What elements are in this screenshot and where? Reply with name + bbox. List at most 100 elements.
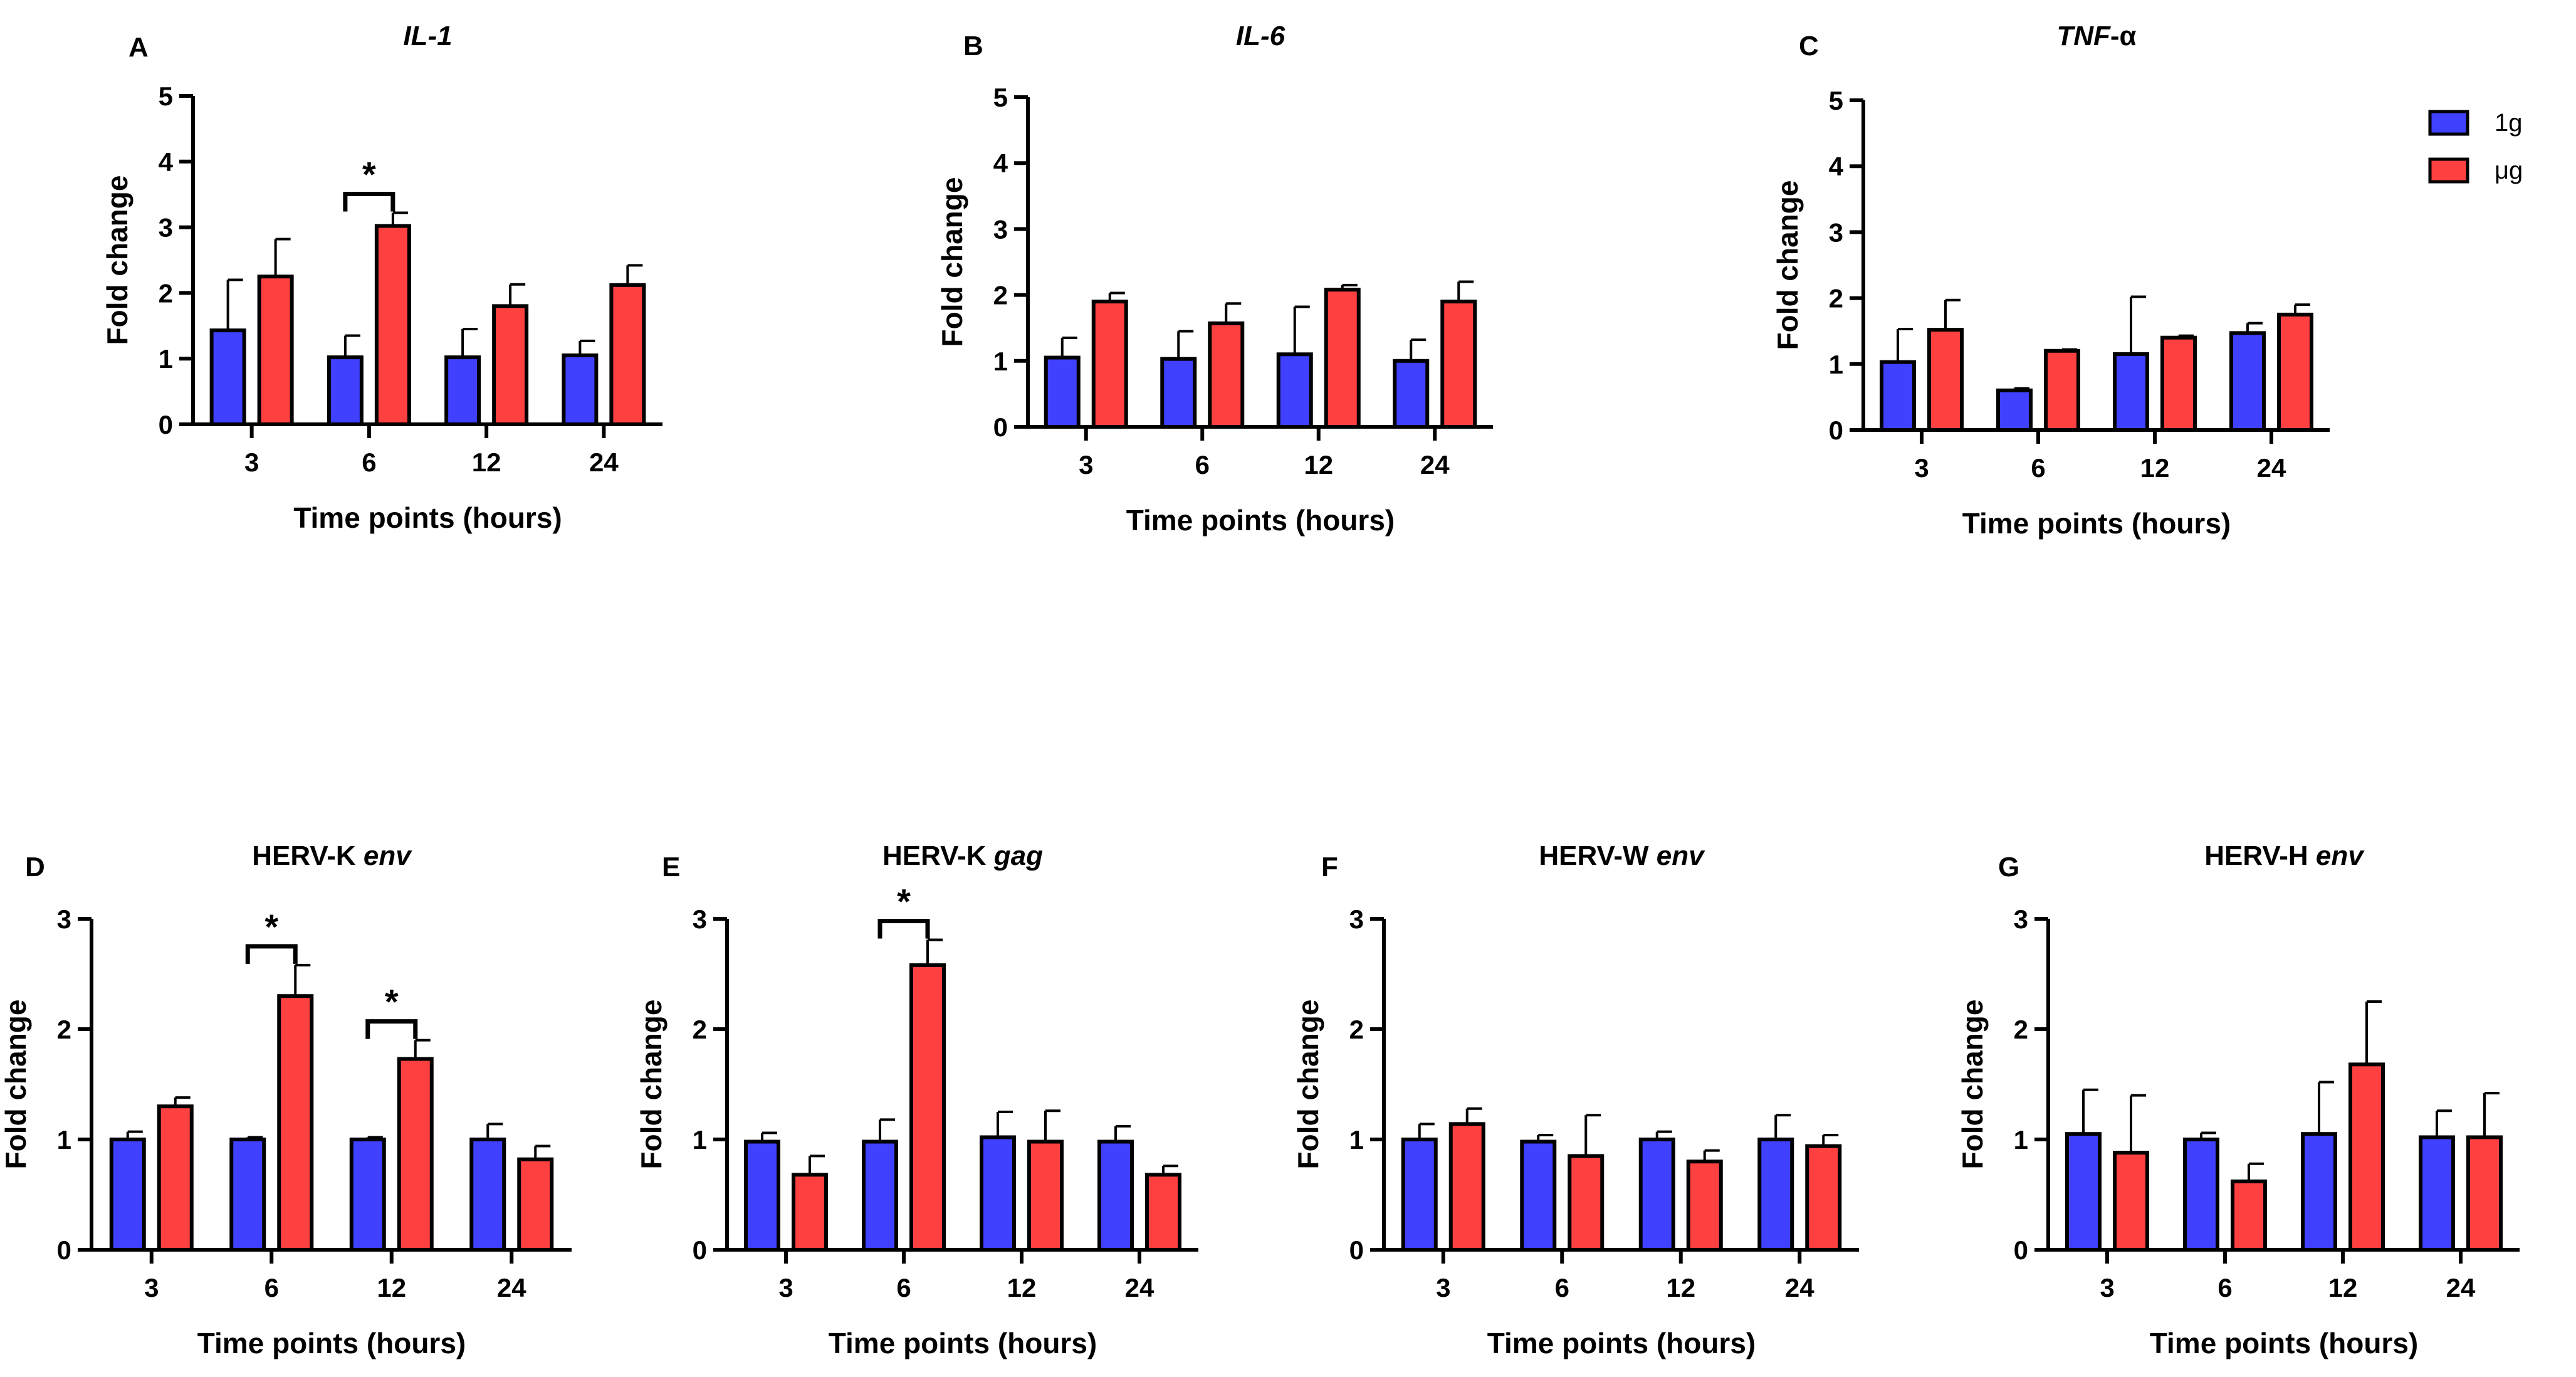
x-tick-label: 6 — [362, 448, 376, 477]
bar-1g-12 — [1638, 1138, 1675, 1252]
panel-letter: E — [662, 852, 680, 882]
bar-1g-24 — [2419, 1135, 2455, 1252]
chart-title: IL-6 — [1236, 21, 1285, 51]
x-tick-label: 24 — [497, 1273, 526, 1302]
bar-1g-12 — [1276, 352, 1313, 429]
x-axis-label: Time points (hours) — [197, 1327, 466, 1359]
y-tick-label: 1 — [1829, 350, 1843, 379]
bar-ug-24 — [2277, 312, 2313, 432]
legend-label-ug: μg — [2495, 157, 2523, 184]
y-tick-label: 2 — [57, 1015, 71, 1044]
bar-ug-12 — [2348, 1062, 2385, 1252]
bar-ug-6 — [1568, 1154, 1605, 1252]
x-tick-label: 12 — [1007, 1273, 1037, 1302]
y-tick-label: 3 — [993, 214, 1008, 244]
x-axis-label: Time points (hours) — [1487, 1327, 1756, 1359]
panel-letter: G — [1998, 852, 2019, 882]
x-tick-label: 3 — [244, 448, 259, 477]
y-axis-label: Fold change — [1771, 181, 1804, 350]
bar-1g-3 — [1880, 360, 1916, 432]
significance-star: * — [385, 982, 399, 1022]
bar-1g-12 — [349, 1138, 386, 1252]
bar-1g-24 — [1757, 1138, 1794, 1252]
y-axis-label: Fold change — [0, 1000, 32, 1170]
y-tick-label: 0 — [57, 1235, 71, 1265]
x-axis-label: Time points (hours) — [829, 1327, 1097, 1359]
x-tick-label: 6 — [1555, 1273, 1569, 1302]
bar-ug-12 — [397, 1057, 434, 1252]
legend-label-1g: 1g — [2495, 109, 2523, 137]
bar-1g-3 — [1044, 355, 1081, 429]
y-tick-label: 3 — [159, 213, 173, 243]
y-tick-label: 3 — [693, 904, 707, 934]
y-tick-label: 0 — [693, 1235, 707, 1265]
significance-star: * — [897, 881, 911, 921]
y-tick-label: 1 — [693, 1125, 707, 1154]
bar-ug-24 — [1440, 300, 1477, 429]
y-axis-label: Fold change — [635, 1000, 668, 1170]
y-tick-label: 1 — [159, 344, 173, 374]
panel-letter: B — [963, 31, 983, 61]
y-tick-label: 0 — [1829, 416, 1843, 445]
bar-ug-6 — [1208, 321, 1245, 429]
bar-1g-12 — [2113, 352, 2149, 432]
bar-1g-3 — [1401, 1138, 1438, 1252]
x-tick-label: 24 — [2446, 1273, 2476, 1302]
y-tick-label: 0 — [1349, 1235, 1364, 1265]
bar-1g-24 — [562, 353, 599, 427]
bar-ug-3 — [157, 1104, 194, 1252]
y-tick-label: 5 — [159, 81, 173, 111]
y-tick-label: 3 — [1829, 217, 1843, 247]
bar-1g-6 — [229, 1138, 266, 1252]
y-tick-label: 0 — [159, 410, 173, 439]
panel-letter: F — [1321, 852, 1338, 882]
y-tick-label: 2 — [1349, 1015, 1364, 1044]
bar-1g-24 — [1393, 359, 1430, 429]
x-tick-label: 12 — [1666, 1273, 1695, 1302]
bar-1g-24 — [1097, 1139, 1134, 1252]
y-tick-label: 5 — [993, 83, 1008, 112]
legend: 1g μg — [2428, 109, 2523, 184]
panel-letter: C — [1799, 31, 1819, 61]
bar-ug-24 — [1805, 1144, 1842, 1252]
bar-ug-24 — [609, 283, 646, 426]
significance-bracket — [365, 1019, 418, 1039]
bar-1g-6 — [1996, 388, 2033, 432]
x-tick-label: 3 — [144, 1273, 159, 1302]
x-axis-label: Time points (hours) — [1962, 507, 2231, 540]
legend-swatch-1g — [2428, 110, 2469, 136]
y-tick-label: 2 — [1829, 284, 1843, 313]
y-tick-label: 4 — [159, 147, 174, 177]
y-tick-label: 2 — [159, 278, 173, 308]
significance-bracket — [245, 944, 298, 964]
y-tick-label: 1 — [1349, 1125, 1364, 1154]
y-tick-label: 2 — [993, 281, 1008, 310]
bar-1g-6 — [1160, 357, 1197, 429]
chart-title: HERV-K env — [252, 840, 412, 871]
y-tick-label: 0 — [993, 412, 1008, 442]
y-tick-label: 4 — [993, 149, 1008, 178]
panel-letter: A — [128, 32, 149, 63]
x-tick-label: 3 — [1436, 1273, 1450, 1302]
x-axis-label: Time points (hours) — [2150, 1327, 2419, 1359]
y-axis-label: Fold change — [936, 177, 968, 347]
y-tick-label: 1 — [57, 1125, 71, 1154]
y-axis-label: Fold change — [1956, 1000, 1989, 1170]
bar-ug-24 — [2466, 1135, 2503, 1252]
x-tick-label: 24 — [589, 448, 619, 477]
bar-1g-3 — [744, 1139, 780, 1252]
x-tick-label: 12 — [2140, 453, 2170, 483]
y-tick-label: 3 — [57, 904, 71, 934]
x-axis-label: Time points (hours) — [293, 501, 562, 534]
bar-ug-12 — [2160, 335, 2197, 432]
bar-1g-24 — [469, 1138, 506, 1252]
bar-ug-3 — [2113, 1151, 2149, 1252]
x-tick-label: 24 — [1125, 1273, 1154, 1302]
